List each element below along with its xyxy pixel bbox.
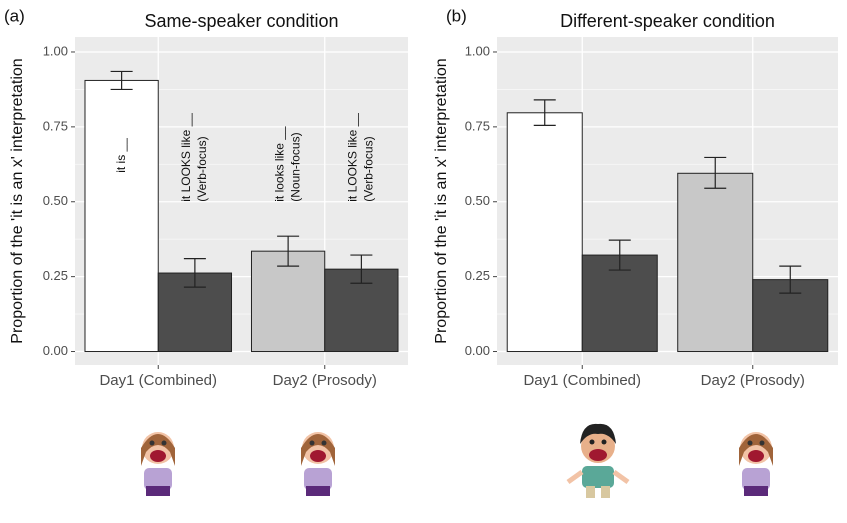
- bar-label: it LOOKS like __: [179, 113, 193, 202]
- y-tick-label: 1.00: [43, 43, 68, 58]
- bar-label: (Noun-focus): [288, 132, 302, 201]
- y-tick-label: 0.00: [465, 343, 490, 358]
- y-tick-label: 0.50: [43, 193, 68, 208]
- x-tick-label: Day1 (Combined): [523, 372, 641, 389]
- bar: [84, 79, 159, 353]
- panel-label: (a): [4, 6, 25, 25]
- y-tick-label: 1.00: [465, 43, 490, 58]
- bar: [677, 172, 754, 353]
- panel-label: (b): [446, 6, 467, 25]
- y-tick-label: 0.50: [465, 193, 490, 208]
- chart-title: Same-speaker condition: [144, 11, 338, 31]
- y-axis-label: Proportion of the 'it is an x' interpret…: [9, 58, 26, 343]
- puppet-girl: [141, 432, 175, 496]
- y-tick-label: 0.25: [465, 268, 490, 283]
- x-tick-label: Day2 (Prosody): [273, 372, 377, 389]
- bar-label: (Verb-focus): [362, 136, 376, 201]
- puppet-girl: [301, 432, 335, 496]
- bar-label: it LOOKS like __: [346, 113, 360, 202]
- y-axis-label: Proportion of the 'it is an x' interpret…: [433, 58, 450, 343]
- y-tick-label: 0.00: [43, 343, 68, 358]
- y-tick-label: 0.75: [43, 118, 68, 133]
- chart-title: Different-speaker condition: [560, 11, 775, 31]
- puppet-boy: [566, 423, 630, 498]
- bar-label: (Verb-focus): [195, 136, 209, 201]
- x-tick-label: Day2 (Prosody): [701, 372, 805, 389]
- y-tick-label: 0.25: [43, 268, 68, 283]
- y-tick-label: 0.75: [465, 118, 490, 133]
- puppet-girl: [739, 432, 773, 496]
- bar: [506, 112, 583, 353]
- bar-label: it is __: [114, 138, 128, 173]
- bar-label: it looks like __: [272, 126, 286, 202]
- x-tick-label: Day1 (Combined): [99, 372, 217, 389]
